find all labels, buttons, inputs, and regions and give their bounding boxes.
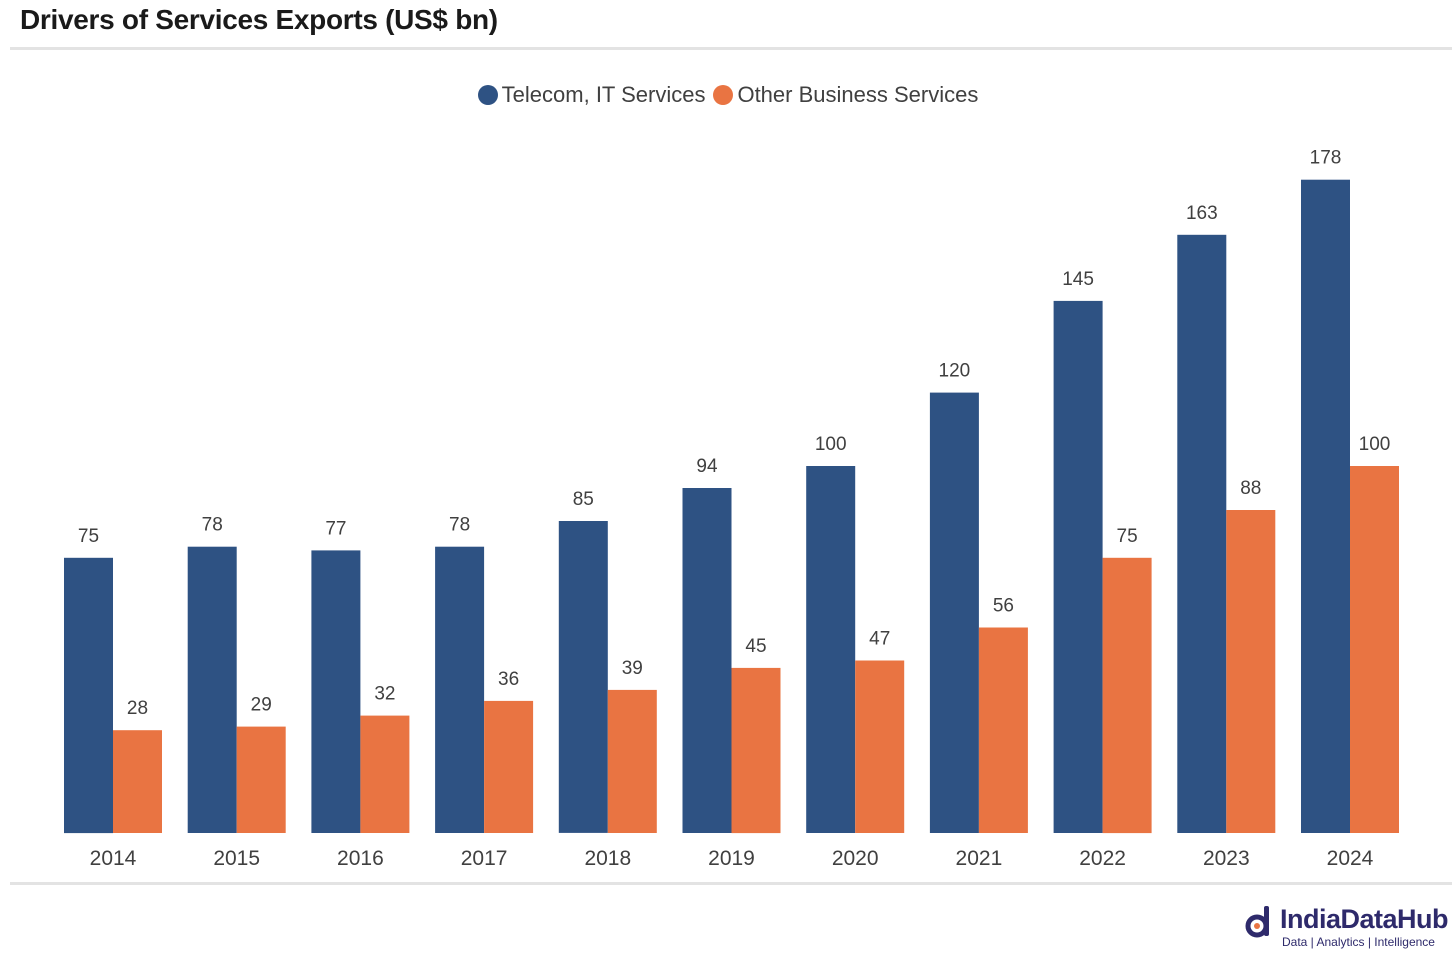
- data-label-other-business-2018: 39: [622, 658, 643, 679]
- chart-title: Drivers of Services Exports (US$ bn): [20, 4, 498, 35]
- chart-legend: Telecom, IT Services Other Business Serv…: [0, 82, 1456, 108]
- x-tick-label-2017: 2017: [461, 847, 508, 870]
- bar-other-business-2016[interactable]: [360, 715, 410, 833]
- brand-d-icon: [1245, 906, 1269, 938]
- data-label-telecom-it-2016: 77: [325, 518, 346, 539]
- legend-label-telecom-it: Telecom, IT Services: [501, 82, 706, 107]
- x-tick-label-2024: 2024: [1327, 847, 1374, 870]
- x-tick-label-2023: 2023: [1203, 847, 1250, 870]
- bar-other-business-2019[interactable]: [731, 667, 781, 834]
- data-label-telecom-it-2022: 145: [1062, 269, 1094, 290]
- data-label-telecom-it-2015: 78: [202, 515, 223, 536]
- bar-telecom-it-2017[interactable]: [435, 546, 485, 833]
- data-label-other-business-2017: 36: [498, 669, 519, 690]
- data-label-other-business-2024: 100: [1359, 434, 1391, 455]
- legend-item-telecom-it[interactable]: Telecom, IT Services: [477, 82, 706, 108]
- bar-other-business-2018[interactable]: [607, 689, 657, 833]
- data-label-other-business-2015: 29: [251, 695, 272, 716]
- brand-logo: IndiaDataHub Data | Analytics | Intellig…: [1244, 902, 1454, 952]
- x-tick-label-2014: 2014: [90, 847, 137, 870]
- data-label-telecom-it-2018: 85: [573, 489, 594, 510]
- x-tick-label-2021: 2021: [956, 847, 1003, 870]
- bar-telecom-it-2014[interactable]: [64, 557, 113, 834]
- x-tick-label-2016: 2016: [337, 847, 384, 870]
- data-label-other-business-2023: 88: [1240, 478, 1261, 499]
- bar-telecom-it-2021[interactable]: [929, 392, 979, 833]
- bar-telecom-it-2023[interactable]: [1177, 234, 1227, 834]
- bar-other-business-2017[interactable]: [484, 700, 534, 833]
- data-label-telecom-it-2014: 75: [78, 526, 99, 547]
- legend-label-other-business: Other Business Services: [737, 82, 979, 107]
- bar-other-business-2020[interactable]: [855, 660, 905, 834]
- x-tick-label-2019: 2019: [708, 847, 755, 870]
- bar-other-business-2024[interactable]: [1350, 466, 1399, 833]
- legend-swatch-other-business: [713, 85, 734, 105]
- legend-item-other-business[interactable]: Other Business Services: [713, 82, 978, 108]
- x-tick-label-2022: 2022: [1079, 847, 1126, 870]
- data-label-telecom-it-2024: 178: [1310, 148, 1342, 169]
- bar-other-business-2015[interactable]: [236, 726, 286, 833]
- x-tick-label-2018: 2018: [584, 847, 631, 870]
- bar-telecom-it-2022[interactable]: [1053, 300, 1103, 833]
- x-tick-label-2020: 2020: [832, 847, 879, 870]
- bar-other-business-2014[interactable]: [113, 730, 162, 833]
- bar-telecom-it-2015[interactable]: [187, 546, 237, 833]
- data-label-other-business-2020: 47: [869, 629, 890, 650]
- x-tick-label-2015: 2015: [213, 847, 260, 870]
- legend-swatch-telecom-it: [477, 85, 498, 105]
- data-label-telecom-it-2023: 163: [1186, 203, 1218, 224]
- bar-other-business-2021[interactable]: [978, 627, 1028, 834]
- bar-telecom-it-2016[interactable]: [311, 550, 361, 833]
- bottom-divider: [10, 882, 1452, 885]
- bar-other-business-2023[interactable]: [1226, 510, 1276, 833]
- bar-telecom-it-2019[interactable]: [682, 488, 732, 833]
- data-label-other-business-2016: 32: [374, 684, 395, 705]
- data-label-telecom-it-2021: 120: [939, 361, 971, 382]
- data-label-other-business-2021: 56: [993, 596, 1014, 617]
- top-divider: [10, 47, 1452, 50]
- brand-tagline: Data | Analytics | Intelligence: [1282, 935, 1435, 949]
- data-label-telecom-it-2020: 100: [815, 434, 847, 455]
- bar-telecom-it-2024[interactable]: [1301, 179, 1350, 833]
- data-label-other-business-2014: 28: [127, 698, 148, 719]
- data-label-telecom-it-2019: 94: [696, 456, 718, 477]
- bar-other-business-2022[interactable]: [1102, 557, 1152, 834]
- bar-telecom-it-2020[interactable]: [806, 466, 856, 833]
- bar-telecom-it-2018[interactable]: [558, 521, 608, 833]
- data-label-other-business-2019: 45: [745, 636, 766, 657]
- data-label-telecom-it-2017: 78: [449, 515, 470, 536]
- bar-chart: 75 28 2014 78 29 2015 77 32 2016 78 36 2017 85 39 2018…: [64, 148, 1399, 870]
- data-label-other-business-2022: 75: [1117, 526, 1138, 547]
- brand-name: IndiaDataHub: [1280, 904, 1449, 934]
